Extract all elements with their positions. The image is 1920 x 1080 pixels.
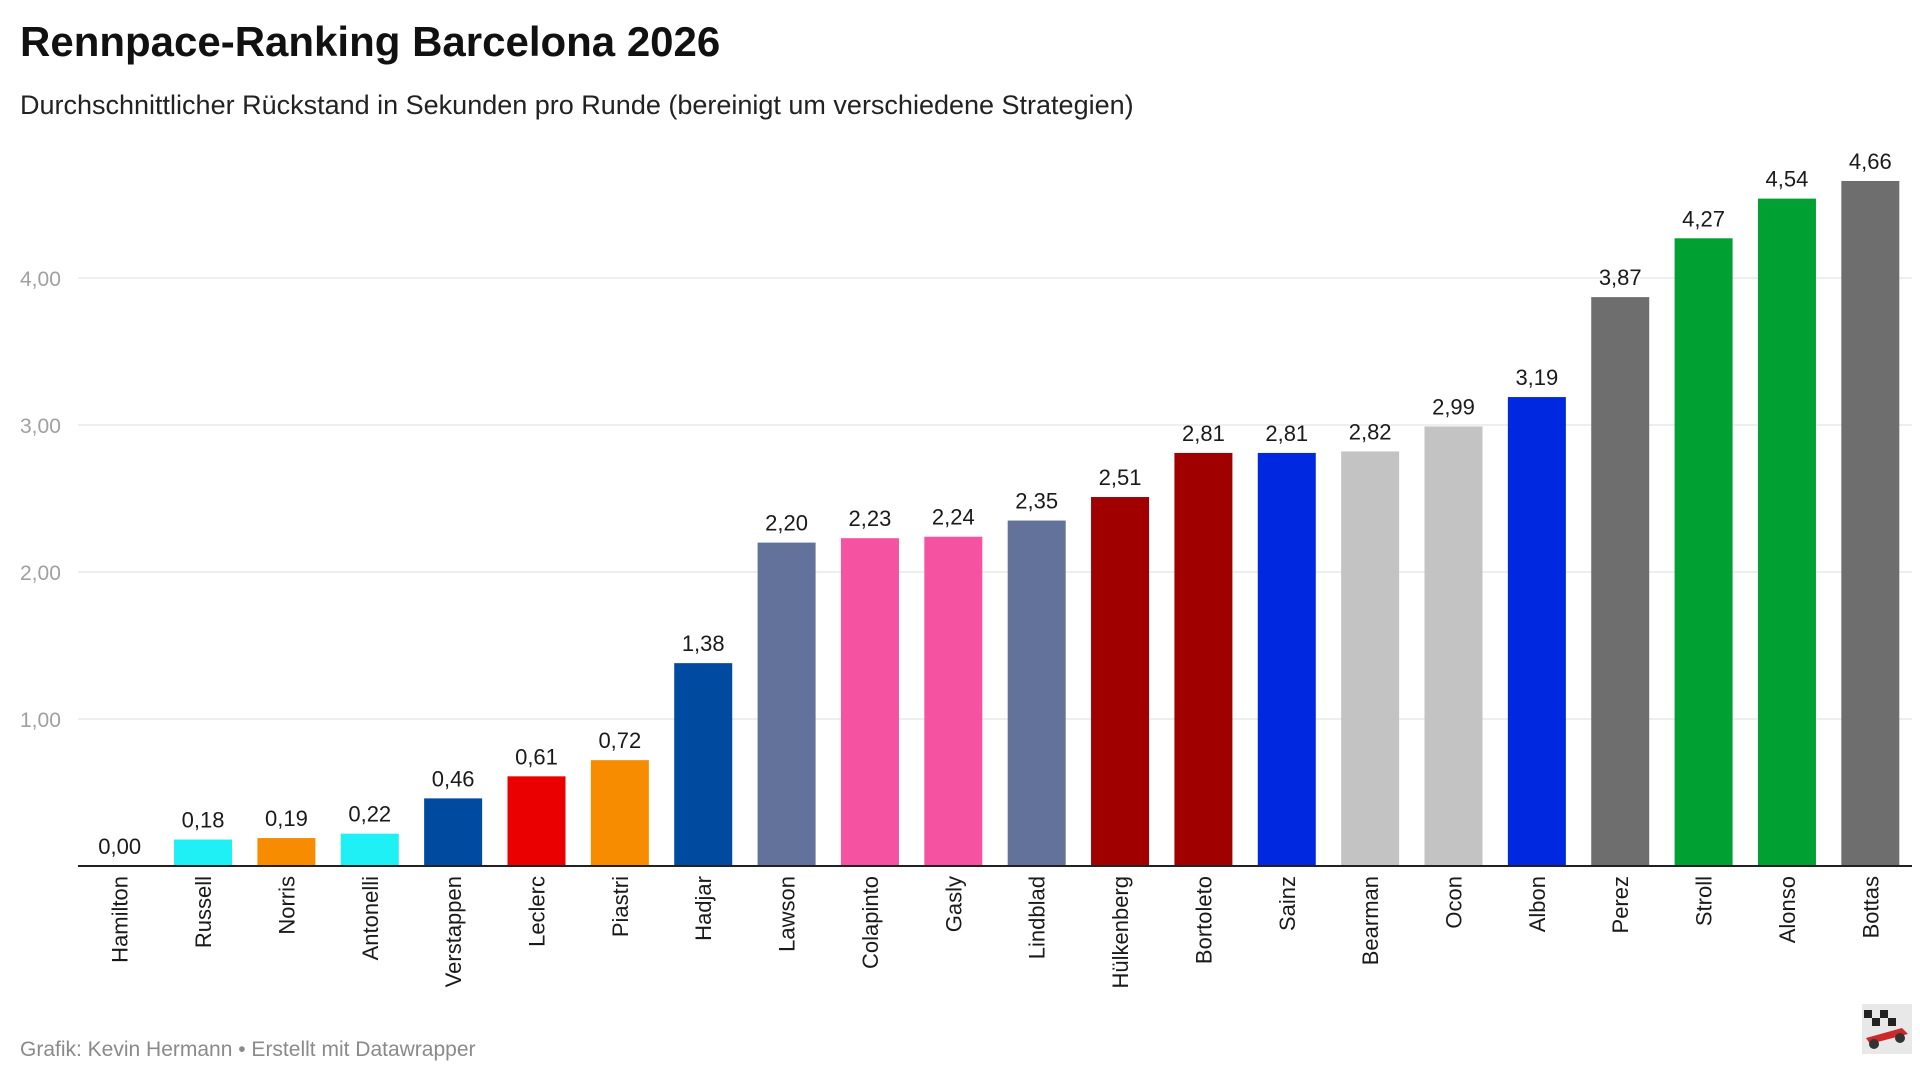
bar: [1424, 426, 1483, 866]
x-tick-label: Albon: [1525, 876, 1550, 932]
bar: [1591, 297, 1650, 866]
x-tick-label: Ocon: [1442, 876, 1467, 929]
x-tick-label: Perez: [1608, 876, 1633, 933]
data-label: 2,51: [1099, 465, 1142, 490]
bar: [1841, 180, 1900, 867]
x-tick-label: Alonso: [1775, 876, 1800, 943]
x-tick-label: Verstappen: [441, 876, 466, 987]
bar: [1757, 198, 1816, 866]
bar: [507, 776, 566, 866]
bar: [1091, 497, 1150, 866]
bar: [257, 838, 316, 866]
x-tick-label: Bortoleto: [1191, 876, 1216, 964]
bar: [340, 833, 399, 866]
x-tick-label: Bearman: [1358, 876, 1383, 965]
bar: [1007, 520, 1066, 866]
bar: [674, 663, 733, 866]
data-label: 3,19: [1515, 365, 1558, 390]
chart-credit: Grafik: Kevin Hermann • Erstellt mit Dat…: [20, 1038, 476, 1061]
x-tick-label: Bottas: [1858, 876, 1883, 938]
x-tick-label: Sainz: [1275, 876, 1300, 931]
x-tick-label: Norris: [274, 876, 299, 935]
bar: [590, 760, 649, 866]
y-tick-label: 3,00: [20, 415, 61, 438]
data-label: 0,00: [98, 834, 141, 859]
y-tick-label: 2,00: [20, 562, 61, 585]
data-label: 4,54: [1766, 167, 1809, 192]
data-label: 3,87: [1599, 265, 1642, 290]
x-tick-label: Leclerc: [525, 876, 550, 947]
data-label: 2,82: [1349, 419, 1392, 444]
data-label: 2,24: [932, 505, 975, 530]
data-label: 2,35: [1015, 489, 1058, 514]
data-label: 4,27: [1682, 206, 1725, 231]
x-tick-label: Hamilton: [108, 876, 133, 963]
bar-chart: 1,00 2,00 3,00 4,00 0,00 Hamilton 0,18 Russell 0…: [20, 149, 1912, 989]
x-tick-label: Hülkenberg: [1108, 876, 1133, 989]
data-label: 4,66: [1849, 149, 1892, 174]
y-tick-label: 1,00: [20, 709, 61, 732]
y-tick-label: 4,00: [20, 268, 61, 291]
x-tick-label: Antonelli: [358, 876, 383, 960]
chart-subtitle: Durchschnittlicher Rückstand in Sekunden…: [20, 90, 1134, 120]
data-label: 2,81: [1265, 421, 1308, 446]
bar: [840, 538, 899, 866]
bar: [1257, 452, 1316, 866]
bar: [174, 839, 233, 866]
x-tick-label: Colapinto: [858, 876, 883, 969]
bar: [424, 798, 483, 866]
x-tick-label: Gasly: [941, 876, 966, 932]
data-label: 2,81: [1182, 421, 1225, 446]
x-tick-label: Russell: [191, 876, 216, 948]
x-tick-label: Lindblad: [1025, 876, 1050, 959]
data-label: 2,20: [765, 511, 808, 536]
data-label: 2,23: [849, 506, 892, 531]
data-label: 0,19: [265, 806, 308, 831]
x-tick-label: Stroll: [1692, 876, 1717, 926]
x-tick-label: Piastri: [608, 876, 633, 937]
data-label: 0,46: [432, 766, 475, 791]
racing-logo-icon: [1862, 1004, 1912, 1054]
bar: [757, 542, 816, 866]
bar: [1341, 451, 1400, 866]
data-label: 2,99: [1432, 394, 1475, 419]
data-label: 0,18: [182, 808, 225, 833]
data-label: 0,72: [598, 728, 641, 753]
bar: [1174, 452, 1233, 866]
x-tick-label: Lawson: [775, 876, 800, 952]
bar: [924, 536, 983, 866]
x-tick-label: Hadjar: [691, 876, 716, 941]
bar: [1507, 397, 1566, 866]
data-label: 1,38: [682, 631, 725, 656]
bar: [1674, 238, 1733, 866]
chart-title: Rennpace-Ranking Barcelona 2026: [20, 18, 721, 65]
data-label: 0,22: [348, 802, 391, 827]
data-label: 0,61: [515, 744, 558, 769]
